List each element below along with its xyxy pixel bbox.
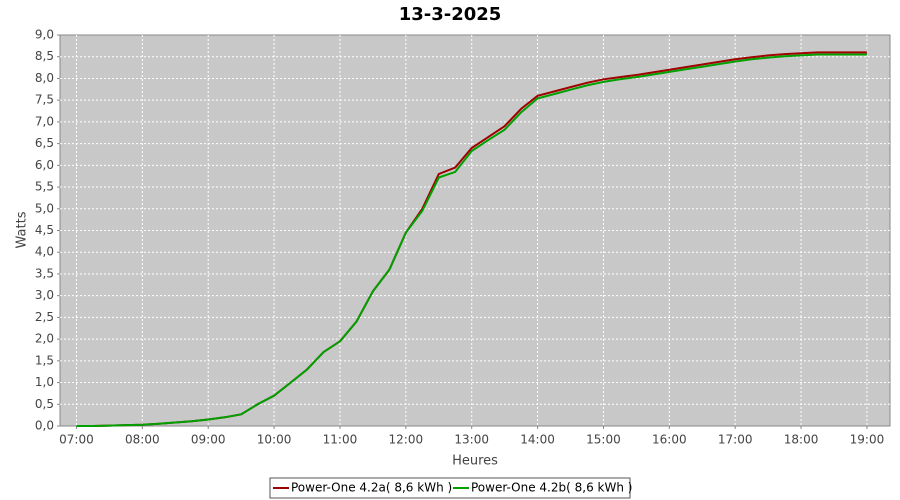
x-tick-label: 08:00 (125, 433, 160, 447)
y-tick-label: 3,5 (35, 266, 54, 280)
legend-label: Power-One 4.2a( 8,6 kWh ) (291, 481, 452, 495)
x-tick-label: 16:00 (652, 433, 687, 447)
y-tick-label: 0,0 (35, 419, 54, 433)
y-tick-label: 7,5 (35, 93, 54, 107)
y-tick-label: 8,5 (35, 49, 54, 63)
x-tick-label: 07:00 (59, 433, 94, 447)
y-tick-label: 1,5 (35, 353, 54, 367)
y-tick-label: 7,0 (35, 114, 54, 128)
y-tick-label: 4,5 (35, 223, 54, 237)
legend (269, 477, 631, 499)
plot-area (59, 34, 891, 427)
y-tick-label: 9,0 (35, 28, 54, 42)
y-tick-label: 0,5 (35, 397, 54, 411)
legend-label: Power-One 4.2b( 8,6 kWh ) (471, 481, 632, 495)
x-tick-label: 17:00 (718, 433, 753, 447)
y-tick-label: 4,0 (35, 245, 54, 259)
x-axis-label: Heures (452, 454, 498, 469)
y-tick-label: 6,5 (35, 136, 54, 150)
x-tick-label: 13:00 (454, 433, 489, 447)
y-tick-label: 5,5 (35, 180, 54, 194)
y-tick-label: 5,0 (35, 201, 54, 215)
y-tick-label: 6,0 (35, 158, 54, 172)
x-tick-label: 10:00 (257, 433, 292, 447)
x-tick-label: 19:00 (850, 433, 885, 447)
x-tick-label: 14:00 (520, 433, 555, 447)
y-tick-label: 2,0 (35, 332, 54, 346)
y-tick-label: 1,0 (35, 375, 54, 389)
x-tick-label: 09:00 (191, 433, 226, 447)
y-axis-label: Watts (15, 211, 30, 248)
x-tick-label: 11:00 (323, 433, 358, 447)
series-line (76, 53, 867, 427)
y-tick-label: 8,0 (35, 71, 54, 85)
x-tick-label: 12:00 (389, 433, 424, 447)
x-tick-label: 18:00 (784, 433, 819, 447)
chart-title: 13-3-2025 (399, 4, 502, 25)
y-tick-label: 3,0 (35, 288, 54, 302)
y-tick-label: 2,5 (35, 310, 54, 324)
x-tick-label: 15:00 (586, 433, 621, 447)
